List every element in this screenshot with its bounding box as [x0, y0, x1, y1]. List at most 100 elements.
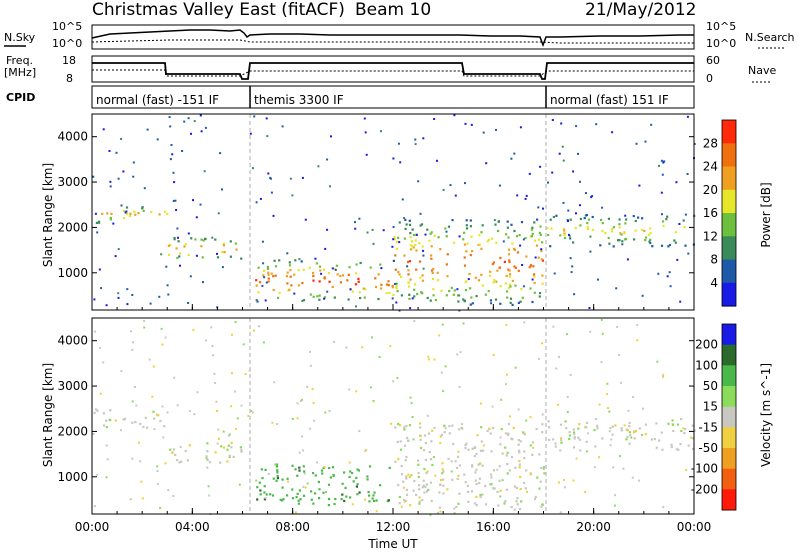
scatter-cell	[634, 219, 637, 223]
scatter-band	[394, 422, 546, 511]
scatter-cell	[505, 454, 508, 457]
scatter-cell	[506, 220, 509, 223]
scatter-cell	[219, 461, 222, 464]
scatter-cell	[122, 170, 125, 173]
scatter-cell	[312, 295, 315, 298]
scatter-cell	[473, 502, 477, 505]
scatter-cell	[546, 227, 549, 230]
scatter-cell	[531, 453, 534, 456]
scatter-cell	[96, 409, 99, 412]
scatter-cell	[487, 290, 490, 293]
scatter-cell	[124, 211, 127, 214]
scatter-cell	[269, 493, 272, 496]
scatter-cell	[430, 231, 433, 234]
scatter-cell	[608, 430, 611, 433]
scatter-cell	[559, 511, 562, 514]
scatter-cell	[612, 466, 615, 469]
scatter-cell	[554, 445, 557, 448]
scatter-cell	[323, 296, 327, 299]
scatter-cell	[657, 272, 660, 275]
scatter-cell	[374, 277, 377, 280]
scatter-cell	[159, 419, 162, 423]
scatter-cell	[161, 343, 164, 346]
scatter-cell	[418, 488, 421, 491]
scatter-cell	[492, 469, 495, 472]
nave-tick-high: 60	[706, 54, 720, 67]
scatter-cell	[261, 477, 264, 480]
scatter-cell	[621, 243, 624, 246]
scatter-cell	[397, 142, 400, 145]
scatter-cell	[541, 423, 544, 426]
scatter-cell	[470, 490, 474, 493]
scatter-cell	[93, 298, 96, 301]
scatter-cell	[450, 286, 453, 289]
scatter-cell	[253, 115, 256, 118]
scatter-cell	[518, 451, 521, 454]
scatter-cell	[470, 235, 473, 238]
scatter-cell	[490, 483, 493, 486]
scatter-cell	[438, 506, 441, 509]
scatter-cell	[508, 422, 511, 426]
scatter-cell	[423, 491, 426, 494]
scatter-cell	[414, 283, 417, 286]
scatter-cell	[217, 428, 220, 431]
scatter-cell	[517, 408, 520, 411]
scatter-cell	[649, 242, 652, 245]
scatter-cell	[172, 199, 175, 202]
scatter-cell	[518, 466, 521, 469]
scatter-cell	[459, 351, 462, 354]
scatter-cell	[131, 421, 134, 424]
scatter-cell	[511, 242, 514, 245]
scatter-cell	[491, 426, 495, 430]
scatter-cell	[373, 499, 376, 503]
scatter-cell	[109, 180, 112, 183]
scatter-cell	[316, 461, 318, 464]
scatter-cell	[294, 259, 297, 262]
scatter-cell	[400, 505, 403, 508]
scatter-cell	[267, 473, 270, 475]
scatter-cell	[422, 449, 425, 452]
scatter-cell	[327, 504, 330, 507]
scatter-cell	[578, 438, 581, 441]
scatter-cell	[517, 449, 521, 452]
scatter-cell	[585, 421, 588, 424]
scatter-cell	[683, 431, 686, 435]
scatter-cell	[506, 373, 508, 376]
scatter-cell	[421, 499, 424, 502]
scatter-cell	[356, 493, 359, 496]
scatter-cell	[478, 481, 481, 485]
scatter-cell	[303, 470, 306, 473]
scatter-cell	[486, 240, 489, 243]
scatter-cell	[194, 238, 197, 241]
colorbar-swatch	[722, 406, 736, 428]
scatter-cell	[137, 441, 140, 444]
scatter-cell	[315, 262, 318, 265]
scatter-cell	[635, 142, 638, 145]
scatter-cell	[512, 426, 515, 429]
scatter-cell	[302, 494, 306, 497]
scatter-cell	[179, 446, 182, 449]
scatter-cell	[331, 285, 334, 288]
colorbar-tick-label: -200	[691, 482, 718, 496]
scatter-cell	[519, 300, 522, 303]
scatter-cell	[276, 469, 279, 472]
scatter-cell	[397, 484, 400, 487]
scatter-cell	[484, 293, 487, 296]
scatter-cell	[463, 243, 466, 246]
scatter-cell	[192, 199, 194, 202]
scatter-cell	[508, 260, 511, 264]
scatter-cell	[367, 490, 370, 494]
scatter-cell	[670, 446, 673, 449]
colorbar-swatch	[722, 236, 736, 261]
scatter-cell	[451, 478, 454, 481]
scatter-cell	[568, 233, 570, 236]
scatter-cell	[593, 429, 596, 432]
scatter-cell	[461, 423, 464, 426]
scatter-cell	[371, 336, 373, 339]
scatter-cell	[371, 497, 374, 500]
scatter-cell	[462, 322, 465, 325]
scatter-cell	[484, 503, 488, 506]
scatter-cell	[247, 414, 250, 417]
nsearch-trace	[91, 39, 694, 44]
scatter-cell	[424, 485, 427, 488]
